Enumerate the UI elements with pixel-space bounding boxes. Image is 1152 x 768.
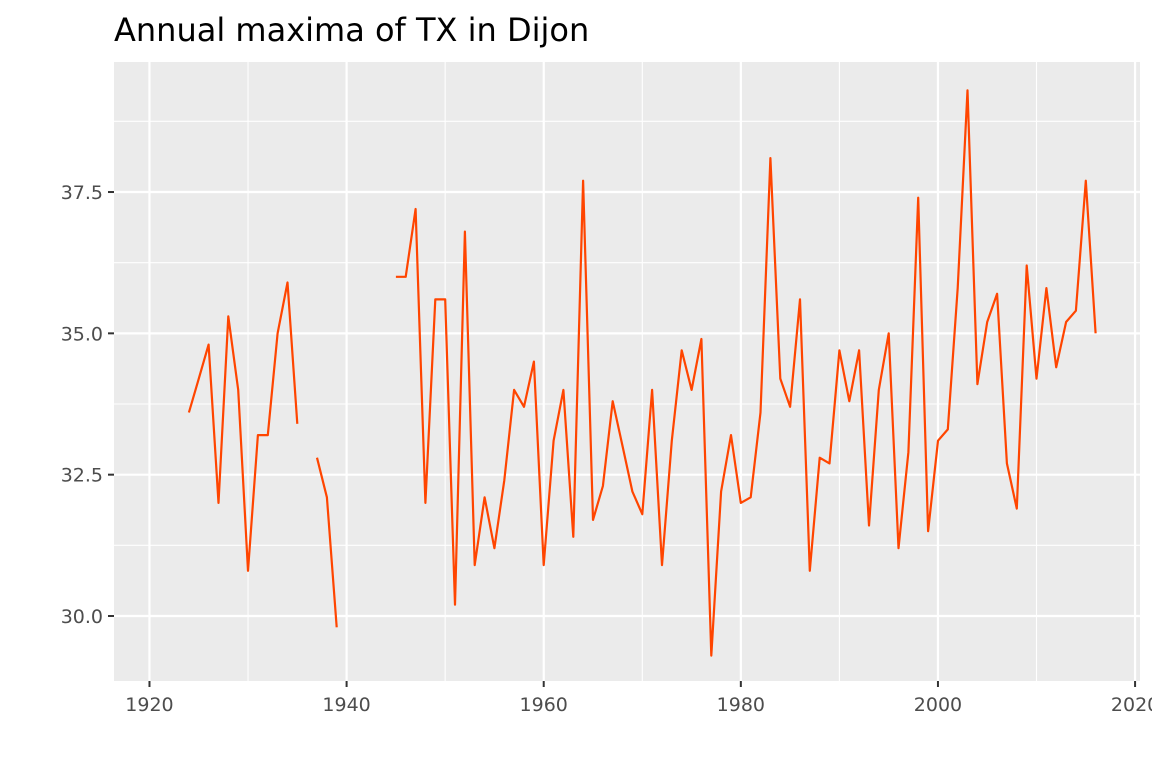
series-segment — [315, 457, 338, 628]
y-axis: 30.0 32.5 35.0 37.5 — [61, 182, 114, 628]
x-tick-label: 2020 — [1111, 694, 1152, 716]
series-segment — [187, 281, 299, 572]
major-gridlines — [114, 62, 1140, 681]
x-tick-label: 1940 — [322, 694, 370, 716]
series-line — [187, 89, 1097, 657]
x-axis: 1920 1940 1960 1980 2000 2020 — [125, 681, 1152, 716]
y-tick-label: 37.5 — [61, 182, 103, 204]
y-tick-label: 30.0 — [61, 606, 103, 628]
x-tick-label: 2000 — [914, 694, 962, 716]
plot-panel — [114, 62, 1140, 681]
series-segment — [395, 89, 1097, 657]
chart-title: Annual maxima of TX in Dijon — [114, 11, 589, 49]
y-tick-label: 32.5 — [61, 465, 103, 487]
x-tick-label: 1960 — [520, 694, 568, 716]
y-tick-label: 35.0 — [61, 323, 103, 345]
x-tick-label: 1920 — [125, 694, 173, 716]
x-tick-label: 1980 — [717, 694, 765, 716]
